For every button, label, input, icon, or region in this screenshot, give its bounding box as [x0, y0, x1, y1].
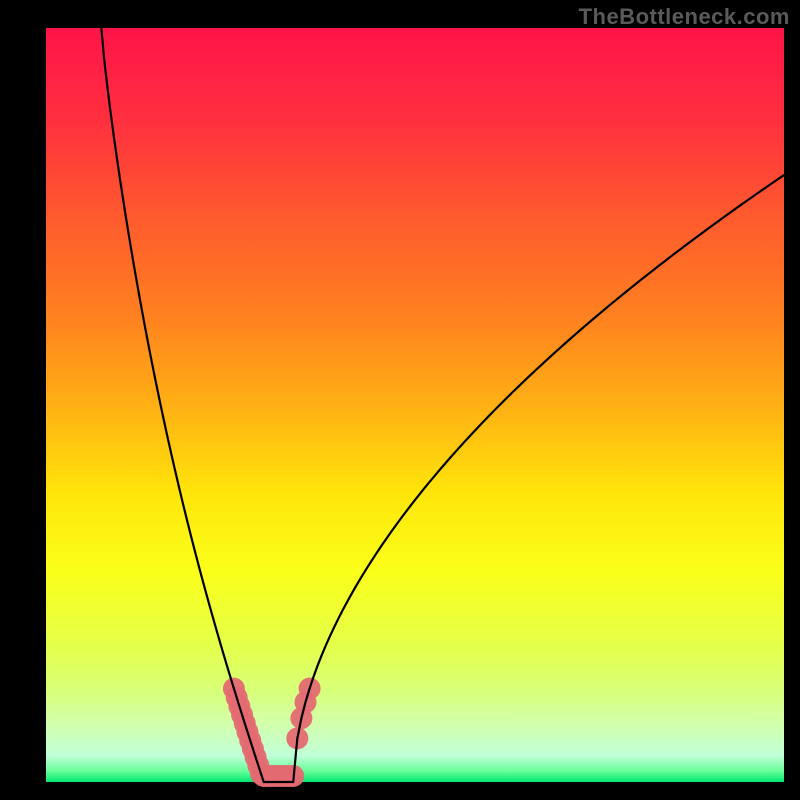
watermark-text: TheBottleneck.com: [579, 4, 790, 30]
gradient-background: [46, 28, 784, 782]
bottleneck-chart-svg: [0, 0, 800, 800]
chart-stage: TheBottleneck.com: [0, 0, 800, 800]
